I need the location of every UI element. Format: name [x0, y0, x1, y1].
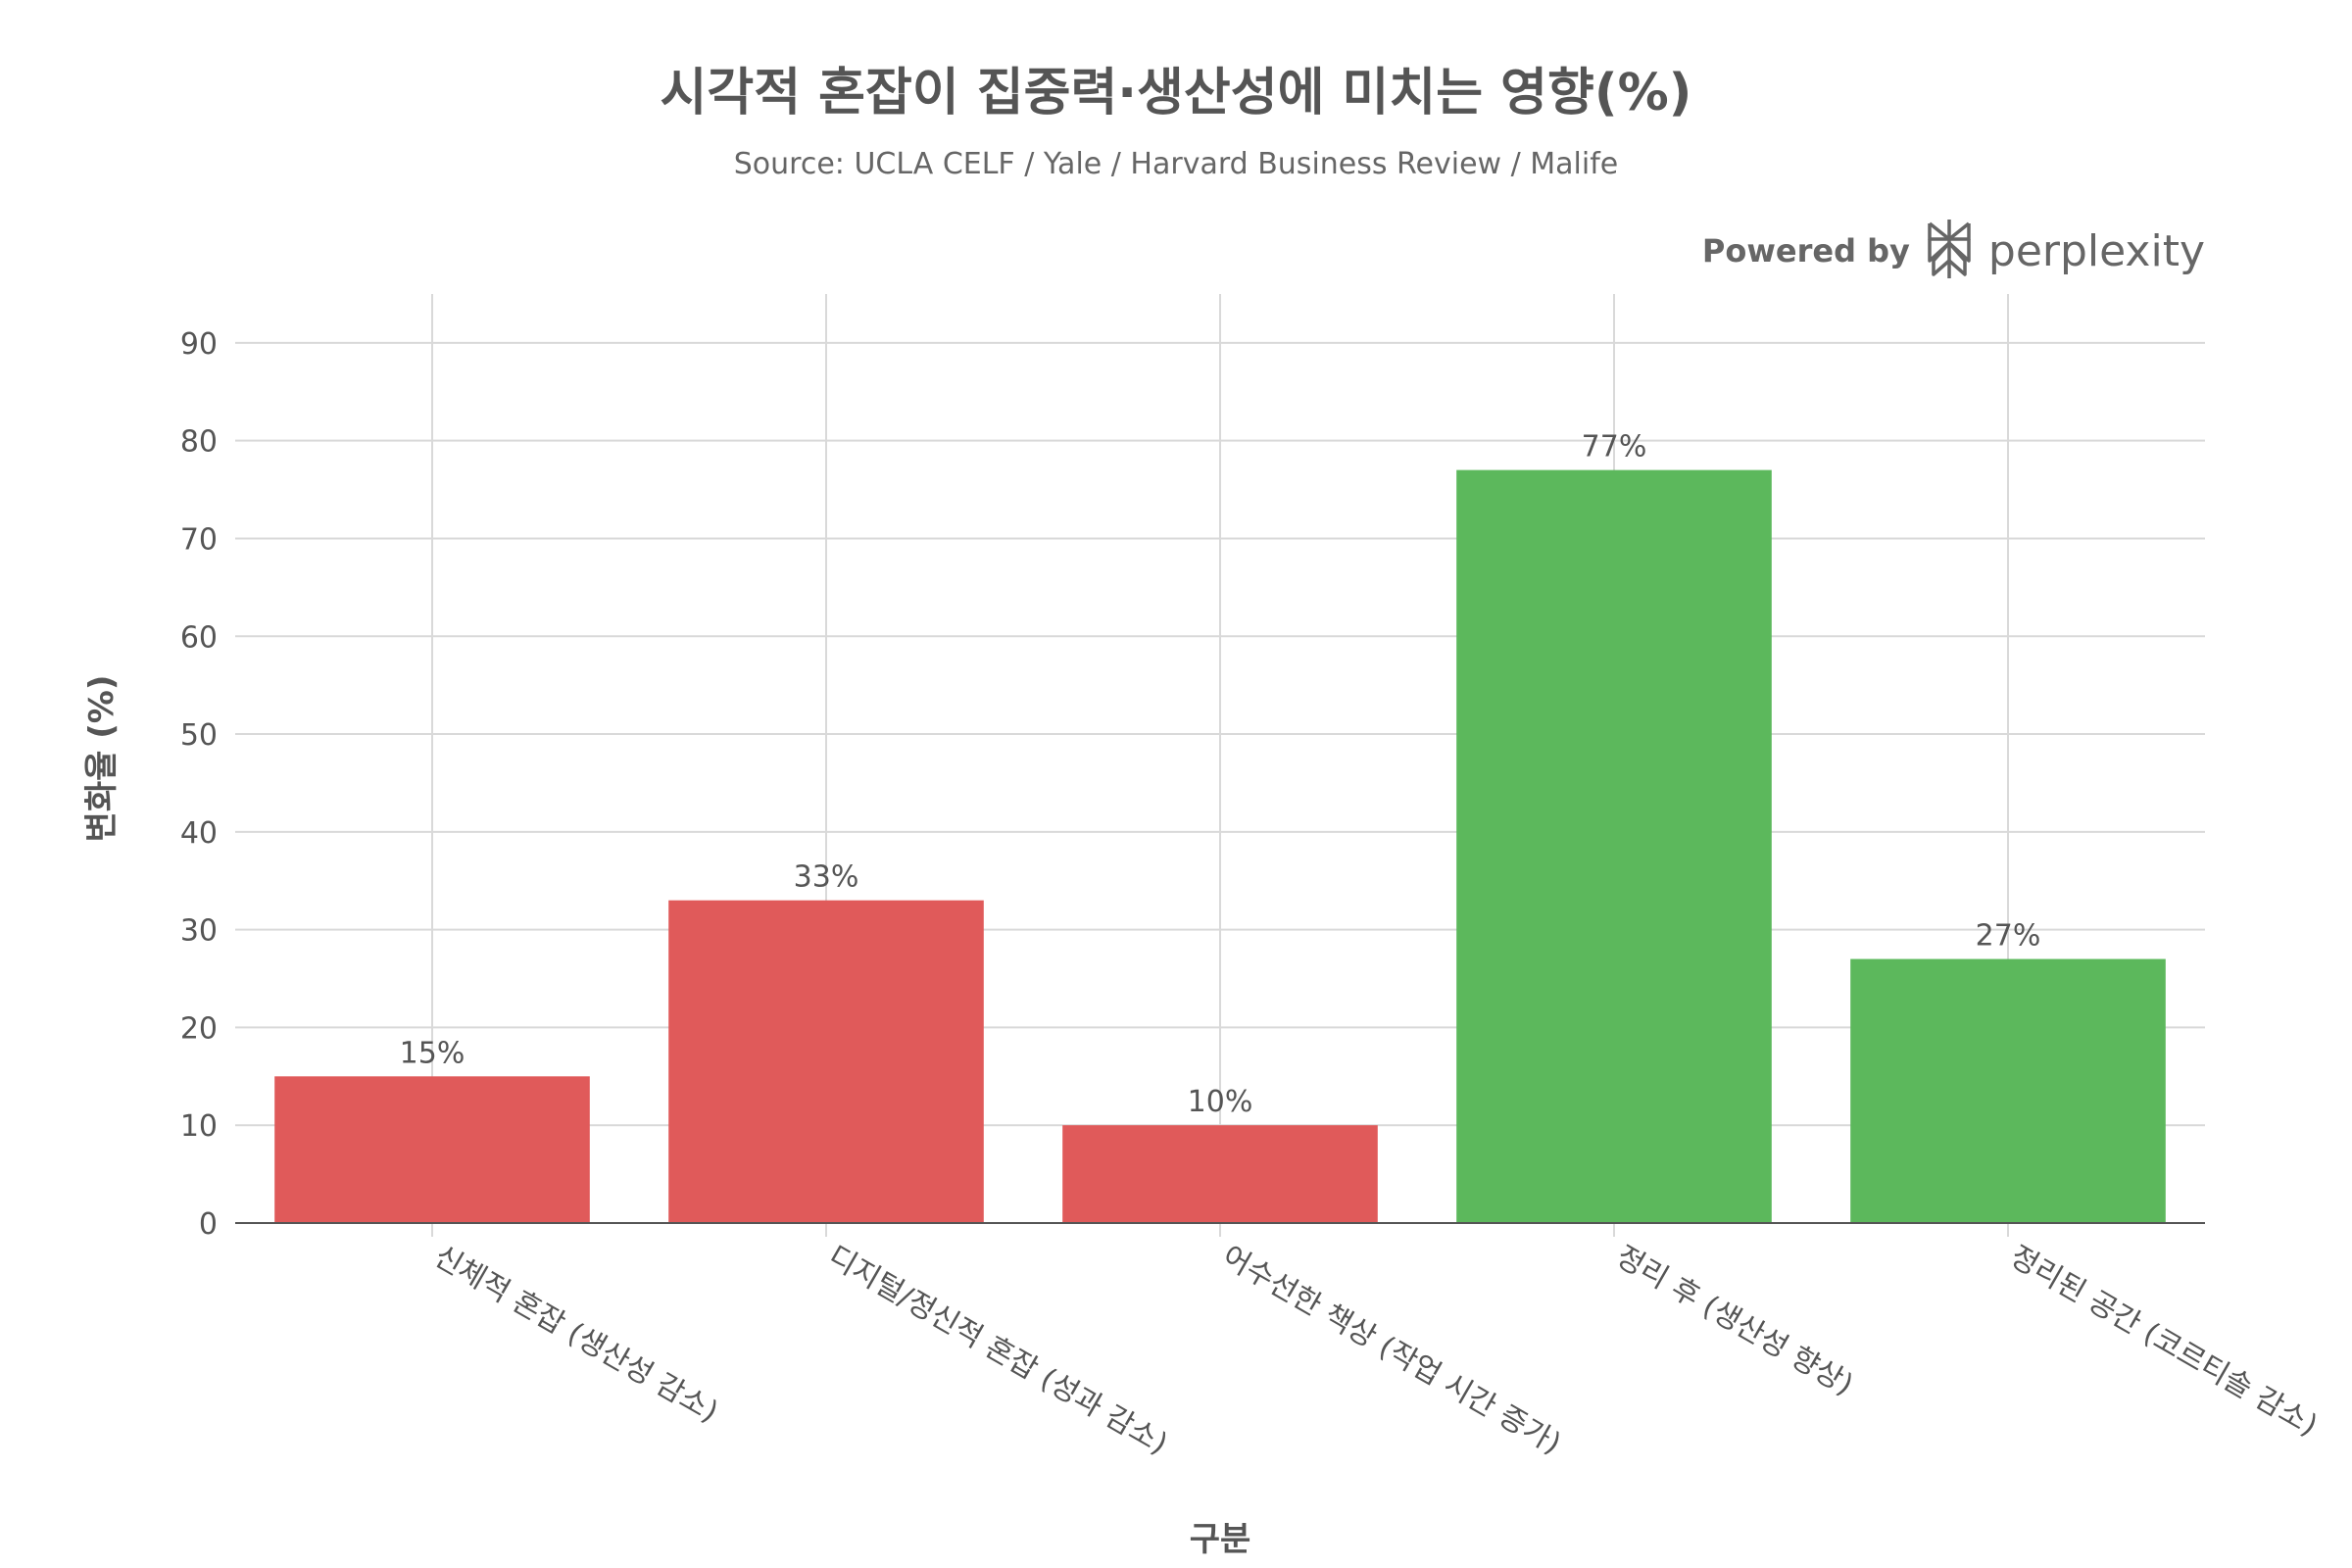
powered-by-badge[interactable]: Powered by perplexity	[1702, 218, 2205, 284]
x-tick-label: 디지털/정신적 혼잡 (성과 감소)	[822, 1240, 1173, 1462]
x-axis-label: 구분	[1190, 1520, 1251, 1559]
bar[interactable]	[1456, 469, 1772, 1223]
y-tick-label: 70	[180, 522, 218, 557]
chart-title: 시각적 혼잡이 집중력·생산성에 미치는 영향(%)	[660, 64, 1692, 122]
y-axis-label: 변화율 (%)	[82, 675, 122, 843]
bar[interactable]	[1850, 958, 2166, 1223]
y-tick-label: 20	[180, 1011, 218, 1046]
perplexity-logo-icon	[1924, 218, 1975, 284]
bars	[274, 469, 2166, 1223]
x-tick-label: 어수선한 책상 (작업 시간 증가)	[1216, 1240, 1567, 1462]
x-tick-label: 정리된 공간 (코르티솔 감소)	[2004, 1240, 2323, 1444]
data-label: 10%	[1188, 1085, 1253, 1119]
x-tick-label: 정리 후 (생산성 향상)	[1610, 1240, 1859, 1403]
x-tick-label: 신체적 혼잡 (생산성 감소)	[428, 1240, 724, 1430]
y-tick-label: 80	[180, 425, 218, 460]
y-tick-label: 60	[180, 620, 218, 655]
perplexity-wordmark: perplexity	[1987, 225, 2205, 276]
data-label: 33%	[794, 860, 859, 895]
bar[interactable]	[274, 1076, 590, 1223]
bar[interactable]	[1062, 1125, 1378, 1223]
data-labels: 15% 33% 10% 77% 27%	[400, 430, 2041, 1120]
powered-by-label: Powered by	[1701, 232, 1910, 270]
data-label: 15%	[400, 1036, 466, 1070]
y-tick-label: 10	[180, 1109, 218, 1144]
data-label: 77%	[1582, 430, 1647, 465]
bar[interactable]	[668, 900, 984, 1223]
y-tick-labels: 0 10 20 30 40 50 60 70 80 90	[180, 327, 218, 1242]
x-tick-labels: 신체적 혼잡 (생산성 감소) 디지털/정신적 혼잡 (성과 감소) 어수선한 책상…	[428, 1240, 2323, 1462]
y-tick-label: 30	[180, 914, 218, 949]
data-label: 27%	[1976, 919, 2041, 954]
y-tick-label: 90	[180, 327, 218, 362]
y-tick-label: 50	[180, 718, 218, 753]
chart-subtitle: Source: UCLA CELF / Yale / Harvard Busin…	[733, 147, 1619, 181]
y-tick-label: 40	[180, 816, 218, 851]
y-tick-label: 0	[199, 1207, 218, 1242]
